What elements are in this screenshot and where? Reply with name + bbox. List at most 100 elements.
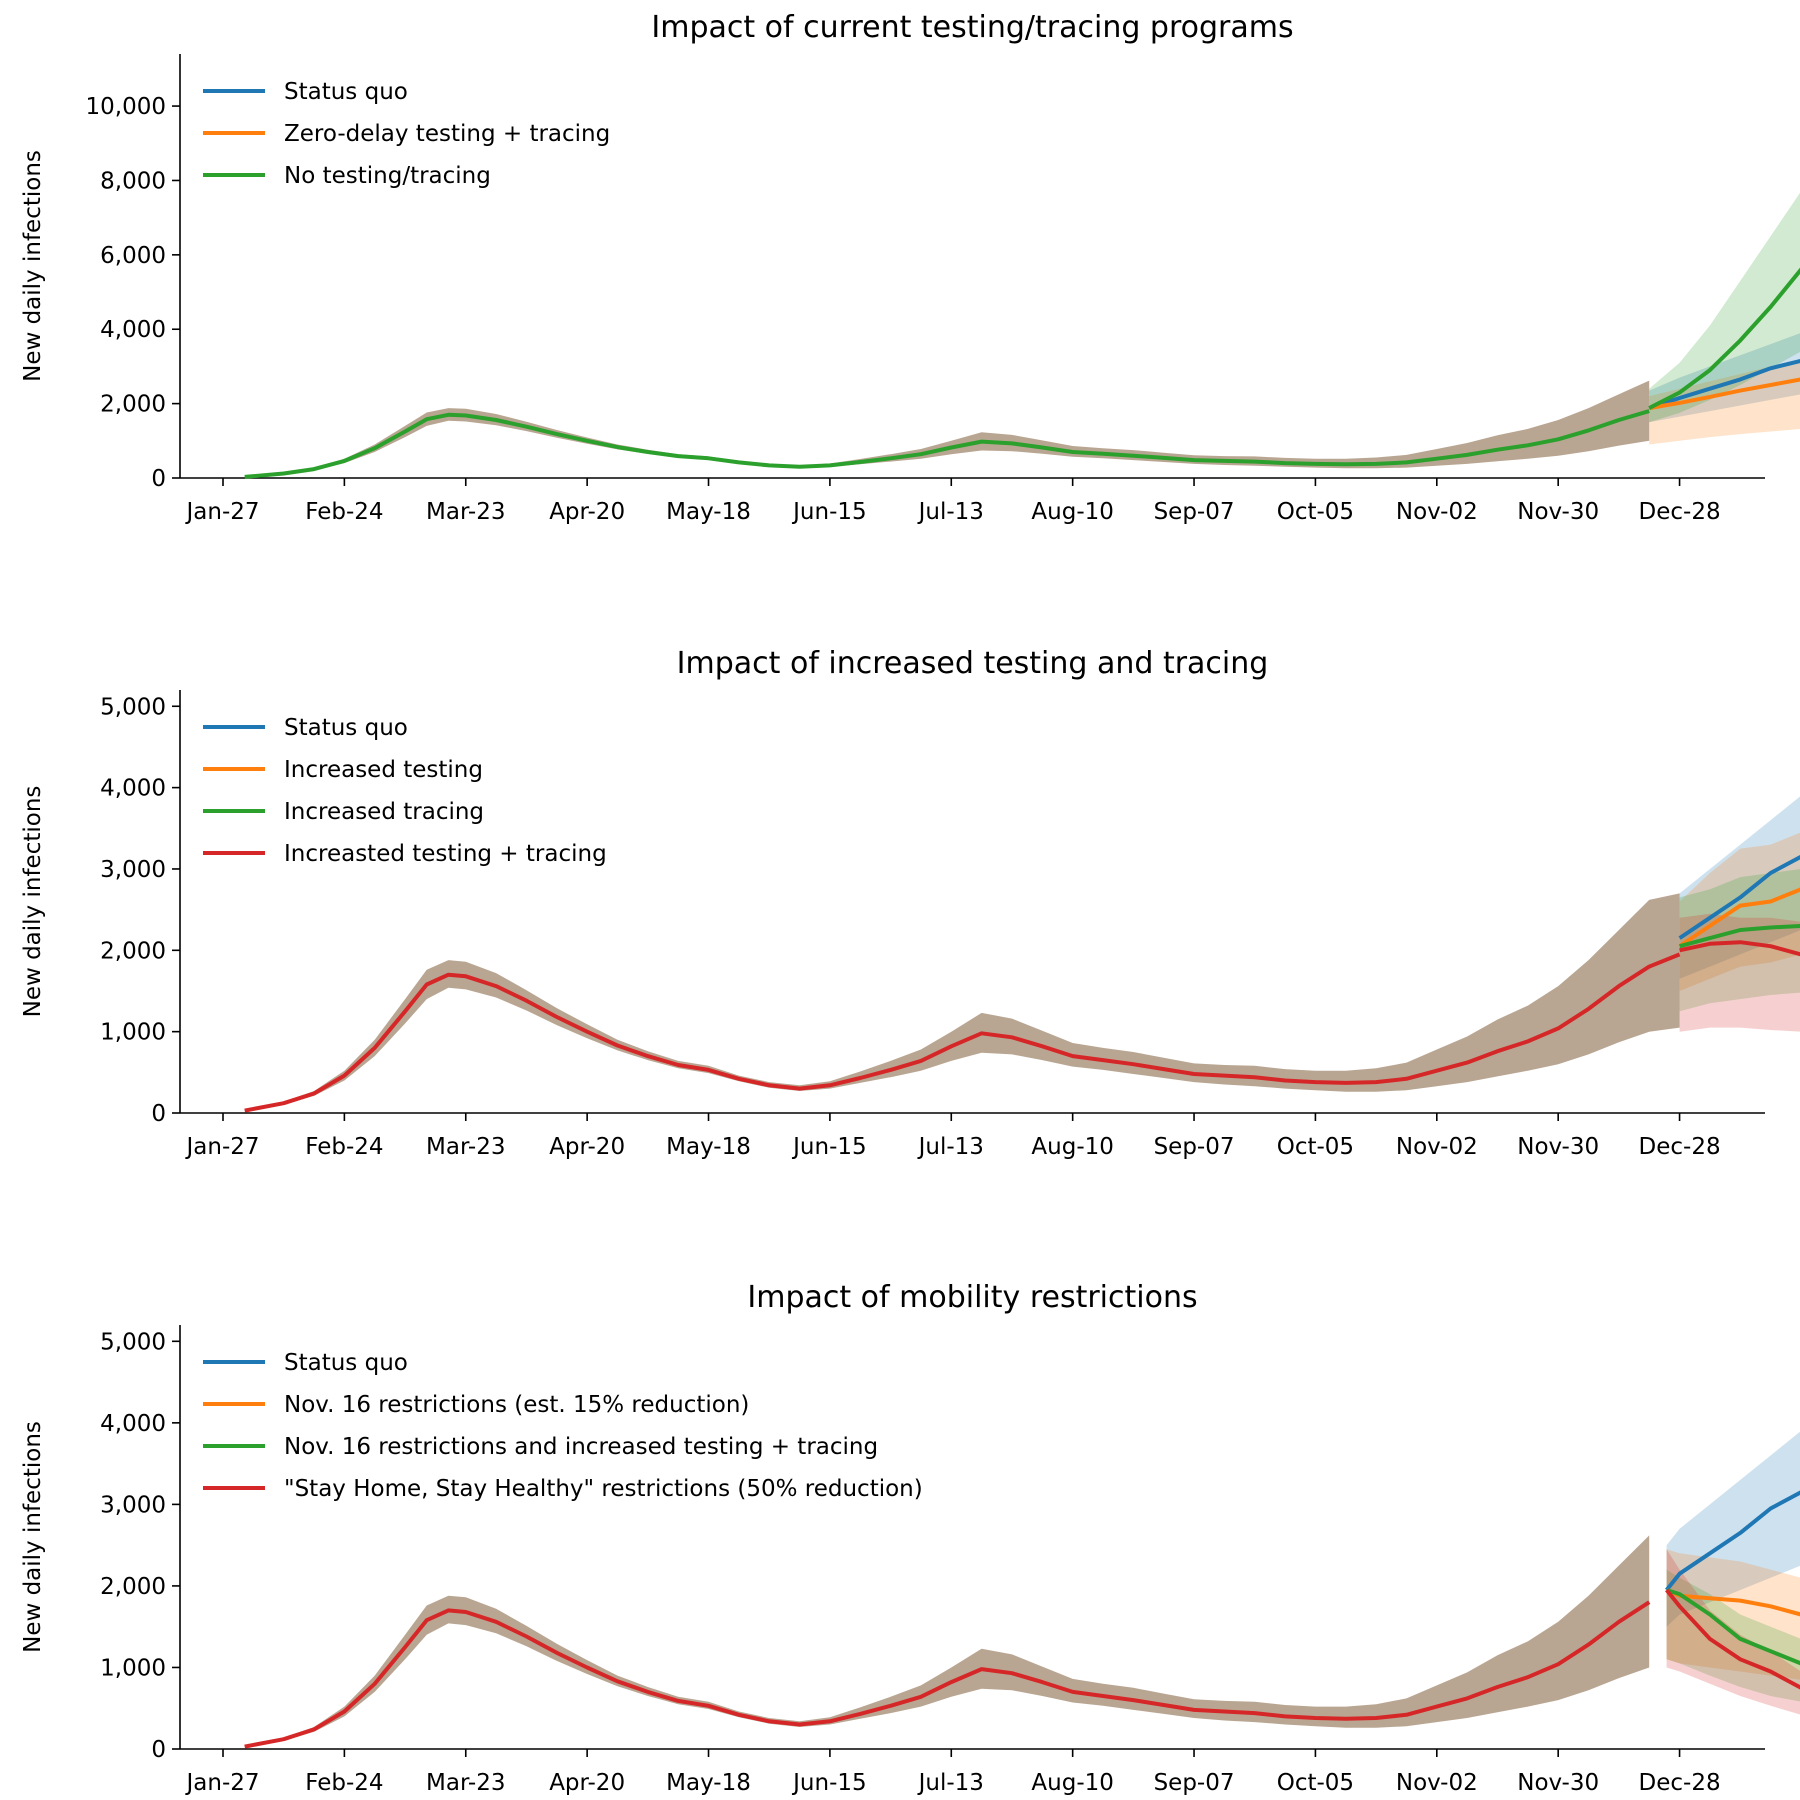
series-2-line [1665, 1588, 1800, 1617]
x-tick-label: Nov-02 [1396, 1770, 1478, 1796]
x-tick-label: Oct-05 [1277, 1134, 1354, 1160]
legend-label-4: Increasted testing + tracing [284, 841, 607, 867]
series-3-confidence-band [1679, 869, 1800, 1012]
y-tick-label: 2,000 [100, 938, 166, 964]
series-1-line [1665, 1490, 1800, 1592]
x-tick-label: Oct-05 [1277, 1770, 1354, 1796]
y-axis-label: New daily infections [20, 1421, 46, 1653]
x-tick-label: Sep-07 [1154, 1134, 1235, 1160]
legend: Status quo Increased testing Increased tra… [203, 715, 607, 867]
y-tick-label: 5,000 [100, 1329, 166, 1355]
legend-label-3: No testing/tracing [284, 163, 491, 189]
x-tick-label: Jul-13 [917, 1770, 984, 1796]
y-tick-label: 0 [151, 466, 166, 492]
x-tick-label: Apr-20 [549, 1134, 625, 1160]
y-axis-label: New daily infections [20, 150, 46, 382]
x-tick-label: Sep-07 [1154, 1770, 1235, 1796]
x-tick-label: Mar-23 [426, 1134, 506, 1160]
x-tick-label: Aug-10 [1031, 499, 1113, 525]
series-3-line [1665, 1588, 1800, 1666]
chart-panel-2: Impact of increased testing and tracing N… [20, 646, 1800, 1160]
x-tick-label: Nov-02 [1396, 1134, 1478, 1160]
x-tick-label: Mar-23 [426, 499, 506, 525]
series-1-confidence-band [1679, 796, 1800, 979]
y-axis-label: New daily infections [20, 786, 46, 1018]
y-tick-label: 6,000 [100, 243, 166, 269]
chart-panel-3: Impact of mobility restrictions New daily… [20, 1280, 1800, 1796]
x-tick-label: Apr-20 [549, 1770, 625, 1796]
y-tick-label: 2,000 [100, 1574, 166, 1600]
series-2-line [1678, 887, 1800, 948]
chart-title: Impact of current testing/tracing progra… [651, 10, 1293, 45]
series-3-confidence-band [1649, 192, 1800, 423]
y-tick-label: 0 [151, 1737, 166, 1763]
legend-label-2: Nov. 16 restrictions (est. 15% reduction… [284, 1392, 749, 1418]
legend-label-3: Nov. 16 restrictions and increased testi… [284, 1434, 878, 1460]
x-tick-label: Feb-24 [305, 499, 383, 525]
x-tick-label: Nov-02 [1396, 499, 1478, 525]
legend: Status quo Zero-delay testing + tracing No… [203, 79, 610, 189]
legend-label-2: Zero-delay testing + tracing [284, 121, 610, 147]
x-tick-label: Jan-27 [184, 1134, 259, 1160]
x-tick-label: Aug-10 [1031, 1770, 1113, 1796]
chart-title: Impact of increased testing and tracing [677, 646, 1269, 681]
x-tick-label: Oct-05 [1277, 499, 1354, 525]
legend-label-3: Increased tracing [284, 799, 484, 825]
series-3-line [1679, 923, 1800, 949]
legend-label-1: Status quo [284, 79, 408, 105]
series-4-line [1665, 1588, 1800, 1690]
x-tick-label: Feb-24 [305, 1134, 383, 1160]
history-confidence-band [244, 380, 1650, 478]
y-tick-label: 1,000 [100, 1655, 166, 1681]
series-2-confidence-band [1666, 1549, 1800, 1680]
y-tick-label: 3,000 [100, 857, 166, 883]
legend: Status quo Nov. 16 restrictions (est. 15%… [203, 1350, 923, 1502]
x-tick-label: Aug-10 [1031, 1134, 1113, 1160]
x-tick-label: Sep-07 [1154, 499, 1235, 525]
x-tick-label: Jan-27 [184, 1770, 259, 1796]
series-1-confidence-band [1666, 1431, 1800, 1627]
x-tick-label: Jun-15 [791, 1134, 867, 1160]
x-tick-label: Nov-30 [1517, 1134, 1599, 1160]
history-confidence-band [244, 893, 1680, 1111]
series-4-line [1679, 940, 1800, 957]
history-line [244, 952, 1681, 1113]
series-1-line [1678, 855, 1800, 940]
series-1-line [1648, 358, 1800, 410]
x-tick-label: Jul-13 [917, 1134, 984, 1160]
y-tick-label: 3,000 [100, 1492, 166, 1518]
y-tick-label: 1,000 [100, 1020, 166, 1046]
y-tick-label: 4,000 [100, 1411, 166, 1437]
y-tick-label: 2,000 [100, 392, 166, 418]
legend-label-1: Status quo [284, 1350, 408, 1376]
y-tick-label: 4,000 [100, 317, 166, 343]
x-tick-label: Nov-30 [1517, 1770, 1599, 1796]
y-tick-label: 0 [151, 1101, 166, 1127]
x-tick-label: Feb-24 [305, 1770, 383, 1796]
x-tick-label: Apr-20 [549, 499, 625, 525]
chart-title: Impact of mobility restrictions [747, 1280, 1197, 1315]
legend-label-2: Increased testing [284, 757, 483, 783]
x-tick-label: May-18 [666, 1134, 751, 1160]
y-tick-label: 5,000 [100, 694, 166, 720]
y-tick-label: 4,000 [100, 776, 166, 802]
x-tick-label: Jun-15 [791, 1770, 867, 1796]
history-line [244, 409, 1650, 479]
series-2-line [1648, 377, 1800, 411]
history-confidence-band [244, 1535, 1650, 1747]
legend-label-1: Status quo [284, 715, 408, 741]
x-tick-label: Dec-28 [1639, 1770, 1721, 1796]
history-line [244, 1600, 1651, 1749]
series-2-confidence-band [1649, 359, 1800, 445]
y-tick-label: 8,000 [100, 168, 166, 194]
legend-label-4: "Stay Home, Stay Healthy" restrictions (… [284, 1476, 923, 1502]
x-tick-label: Jul-13 [917, 499, 984, 525]
x-tick-label: Jun-15 [791, 499, 867, 525]
x-tick-label: Dec-28 [1639, 499, 1721, 525]
y-tick-label: 10,000 [86, 94, 166, 120]
x-tick-label: Dec-28 [1639, 1134, 1721, 1160]
series-3-line [1648, 267, 1800, 410]
x-tick-label: May-18 [666, 499, 751, 525]
x-tick-label: Mar-23 [426, 1770, 506, 1796]
